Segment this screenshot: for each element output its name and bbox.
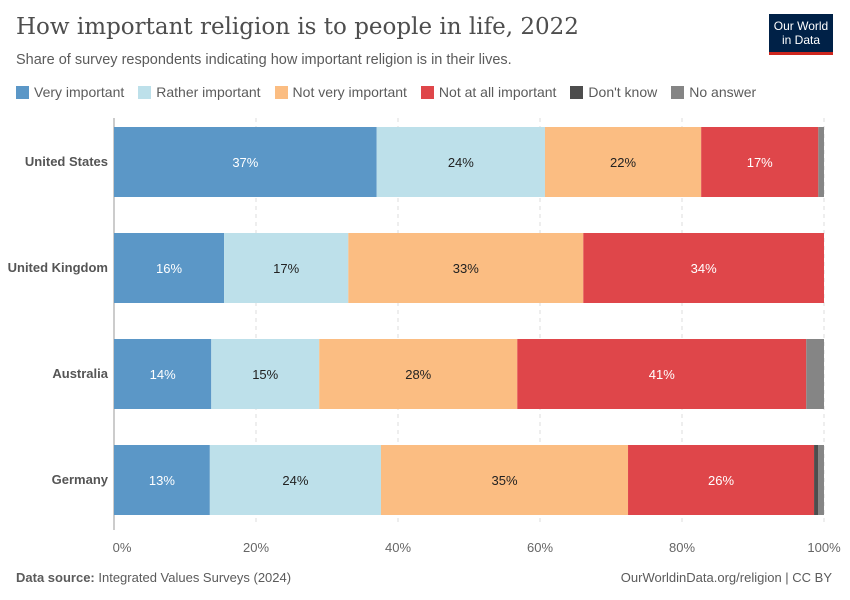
legend-label: No answer <box>689 84 757 100</box>
bar-segment <box>348 233 584 303</box>
legend-label: Don't know <box>588 84 658 100</box>
bar-segment <box>114 127 377 197</box>
data-label: 22% <box>610 155 636 170</box>
category-label: United States <box>25 154 108 169</box>
legend-swatch <box>570 85 584 99</box>
bar-segment <box>806 339 824 409</box>
bar-segment <box>224 233 349 303</box>
bar-segment <box>114 233 225 303</box>
legend-item[interactable]: Not at all important <box>420 84 557 100</box>
data-label: 24% <box>448 155 474 170</box>
bar-segment <box>376 127 545 197</box>
data-label: 17% <box>273 261 299 276</box>
category-label: Germany <box>52 472 109 487</box>
x-tick-label: 100% <box>807 540 841 555</box>
x-tick-label: 20% <box>243 540 269 555</box>
legend-swatch <box>16 85 29 99</box>
legend: Very important Rather important Not very i… <box>16 84 756 100</box>
legend-label: Not very important <box>292 84 407 100</box>
bar-segment <box>114 339 212 409</box>
data-label: 17% <box>747 155 773 170</box>
data-label: 16% <box>156 261 182 276</box>
data-label: 14% <box>150 367 176 382</box>
bar-segment <box>583 233 824 303</box>
bar-segment <box>517 339 807 409</box>
legend-label: Rather important <box>156 84 261 100</box>
bar-segment <box>701 127 819 197</box>
data-label: 41% <box>649 367 675 382</box>
x-tick-label: 80% <box>669 540 695 555</box>
chart-title: How important religion is to people in l… <box>16 14 579 40</box>
bar-segment <box>818 445 824 515</box>
legend-label: Not at all important <box>438 84 557 100</box>
x-tick-label: 40% <box>385 540 411 555</box>
footer-link[interactable]: OurWorldinData.org/religion | CC BY <box>620 570 832 585</box>
source-link[interactable]: Integrated Values Surveys (2024) <box>98 570 292 585</box>
bar-segment <box>209 445 381 515</box>
data-label: 13% <box>149 473 175 488</box>
data-label: 28% <box>405 367 431 382</box>
legend-label: Very important <box>34 84 125 100</box>
bar-segment <box>114 445 210 515</box>
legend-item[interactable]: Rather important <box>138 84 261 100</box>
category-label: United Kingdom <box>8 260 108 275</box>
data-label: 26% <box>708 473 734 488</box>
legend-item[interactable]: No answer <box>671 84 756 100</box>
data-label: 34% <box>691 261 717 276</box>
legend-swatch <box>671 85 685 99</box>
legend-item[interactable]: Very important <box>16 84 124 100</box>
legend-swatch <box>274 85 288 99</box>
x-tick-label: 60% <box>527 540 553 555</box>
x-tick-label: 0% <box>113 540 132 555</box>
bar-segment <box>380 445 629 515</box>
data-label: 15% <box>252 367 278 382</box>
bar-segment <box>818 127 824 197</box>
bar-segment <box>319 339 518 409</box>
source-label: Data source: <box>16 570 95 585</box>
bar-segment <box>211 339 320 409</box>
bar-segment <box>814 445 819 515</box>
data-label: 35% <box>491 473 517 488</box>
legend-item[interactable]: Don't know <box>570 84 657 100</box>
data-label: 33% <box>453 261 479 276</box>
bar-segment <box>628 445 815 515</box>
legend-item[interactable]: Not very important <box>274 84 407 100</box>
data-source: Data source: Integrated Values Surveys (… <box>16 570 291 585</box>
legend-swatch <box>420 85 434 99</box>
category-label: Australia <box>52 366 108 381</box>
chart-subtitle: Share of survey respondents indicating h… <box>16 52 512 68</box>
legend-swatch <box>138 85 152 99</box>
bar-segment <box>544 127 702 197</box>
owid-logo[interactable]: Our World in Data <box>769 14 833 55</box>
data-label: 24% <box>282 473 308 488</box>
data-label: 37% <box>232 155 258 170</box>
